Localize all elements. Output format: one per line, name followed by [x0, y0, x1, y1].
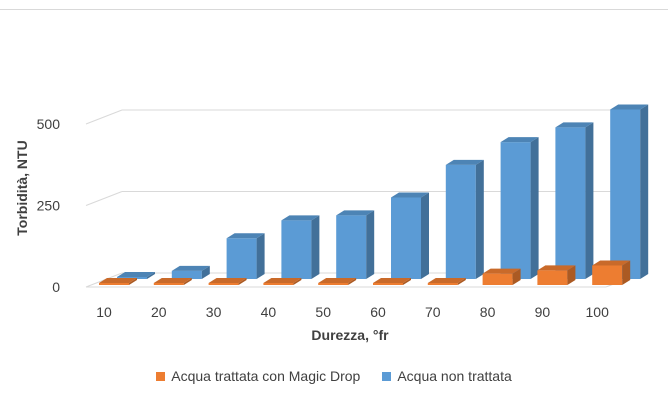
x-axis-ticks: 10 20 30 40 50 60 70 80 90 100 — [96, 304, 609, 320]
y-axis-ticks: 0 250 500 — [37, 116, 61, 295]
x-tick-label: 20 — [151, 304, 167, 320]
bar-treated-60-front — [373, 283, 403, 285]
bar-untreated-100 — [610, 104, 648, 279]
gridline-side — [86, 110, 122, 124]
bar-treated-70 — [428, 278, 466, 285]
bar-untreated-100-front — [610, 109, 640, 279]
x-tick-label: 40 — [261, 304, 277, 320]
bar-untreated-50-front — [336, 215, 366, 279]
bar-treated-60 — [373, 278, 411, 285]
bar-untreated-50-side — [366, 210, 374, 279]
bar-treated-100-front — [592, 265, 622, 285]
y-tick-label: 0 — [52, 279, 60, 295]
bar-untreated-60-side — [421, 193, 429, 280]
bar-treated-100 — [592, 260, 630, 285]
bar-treated-10 — [99, 278, 137, 285]
bar-untreated-80-side — [531, 137, 539, 279]
bar-treated-50 — [318, 278, 356, 285]
x-tick-label: 60 — [370, 304, 386, 320]
bar-treated-90-front — [537, 270, 567, 285]
bar-treated-70-front — [428, 283, 458, 285]
bar-untreated-80 — [501, 137, 539, 279]
x-tick-label: 80 — [480, 304, 496, 320]
legend-item-treated: Acqua trattata con Magic Drop — [156, 368, 360, 384]
bar-untreated-50 — [336, 210, 374, 279]
bar-untreated-80-front — [501, 142, 531, 279]
legend-label-untreated: Acqua non trattata — [397, 368, 511, 384]
bar-untreated-90-side — [585, 122, 593, 279]
bar-untreated-60-front — [391, 198, 421, 280]
bar-untreated-70-side — [476, 160, 484, 279]
bar-treated-80 — [483, 269, 521, 285]
x-tick-label: 10 — [96, 304, 112, 320]
x-axis-label: Durezza, °fr — [311, 327, 389, 343]
bar-untreated-40 — [281, 215, 319, 279]
x-tick-label: 50 — [315, 304, 331, 320]
bar-untreated-20-front — [172, 271, 202, 279]
x-tick-label: 100 — [586, 304, 610, 320]
bars — [99, 104, 648, 285]
x-tick-label: 70 — [425, 304, 441, 320]
legend-swatch-blue — [382, 372, 391, 381]
bar-untreated-60 — [391, 193, 429, 280]
bar-untreated-20 — [172, 266, 210, 279]
bar-untreated-70 — [446, 160, 484, 279]
y-tick-label: 250 — [37, 198, 61, 214]
x-tick-label: 30 — [206, 304, 222, 320]
y-axis-label: Torbidità, NTU — [14, 140, 30, 235]
y-tick-label: 500 — [37, 116, 61, 132]
bar-treated-40-front — [263, 283, 293, 285]
bar-treated-10-front — [99, 283, 129, 285]
gridline-side — [86, 192, 122, 206]
bar-untreated-30 — [227, 233, 265, 279]
bar-untreated-40-front — [281, 220, 311, 279]
bar-untreated-40-side — [311, 215, 319, 279]
bar-untreated-30-side — [257, 233, 265, 279]
bar-untreated-70-front — [446, 165, 476, 279]
bar-treated-30-front — [209, 283, 239, 285]
legend-item-untreated: Acqua non trattata — [382, 368, 511, 384]
bar-untreated-90-front — [555, 127, 585, 279]
bar-treated-30 — [209, 278, 247, 285]
legend: Acqua trattata con Magic Drop Acqua non … — [0, 368, 668, 384]
x-tick-label: 90 — [535, 304, 551, 320]
bar-treated-40 — [263, 278, 301, 285]
bar-untreated-30-front — [227, 238, 257, 279]
bar-treated-20-front — [154, 283, 184, 285]
bar-treated-90 — [537, 265, 575, 285]
bar-treated-50-front — [318, 283, 348, 285]
legend-label-treated: Acqua trattata con Magic Drop — [171, 368, 360, 384]
bar-untreated-100-side — [640, 104, 648, 279]
bar-treated-80-front — [483, 274, 513, 285]
legend-swatch-orange — [156, 372, 165, 381]
bar-untreated-90 — [555, 122, 593, 279]
bar-treated-20 — [154, 278, 192, 285]
